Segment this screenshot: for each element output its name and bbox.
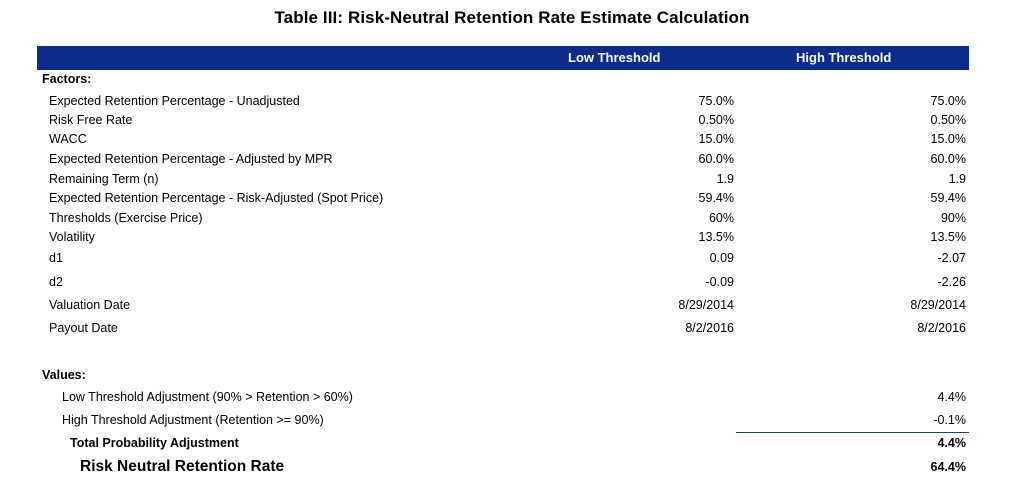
table-row: Expected Retention Percentage - Risk-Adj…	[0, 191, 1024, 209]
low-threshold-value: 8/29/2014	[678, 298, 734, 312]
low-threshold-value: 13.5%	[698, 230, 734, 244]
high-threshold-value: 60.0%	[930, 152, 966, 166]
low-threshold-value: 8/2/2016	[685, 321, 734, 335]
table-row: WACC 15.0% 15.0%	[0, 132, 1024, 150]
table-row: Volatility 13.5% 13.5%	[0, 230, 1024, 248]
factor-label: WACC	[49, 132, 87, 146]
high-threshold-value: 59.4%	[930, 191, 966, 205]
value-amount: 4.4%	[937, 390, 967, 404]
total-label: Total Probability Adjustment	[70, 436, 239, 450]
total-row: Total Probability Adjustment 4.4%	[0, 436, 1024, 454]
factor-label: Expected Retention Percentage - Unadjust…	[49, 94, 300, 108]
high-threshold-value: 15.0%	[930, 132, 966, 146]
column-header-high-threshold: High Threshold	[796, 50, 892, 65]
table-row: d2 -0.09 -2.26	[0, 275, 1024, 293]
factor-label: Volatility	[49, 230, 95, 244]
factors-heading: Factors:	[42, 72, 92, 86]
table-row: Risk Free Rate 0.50% 0.50%	[0, 113, 1024, 131]
high-threshold-value: -2.26	[937, 275, 967, 289]
low-threshold-value: 60.0%	[698, 152, 734, 166]
factor-label: Risk Free Rate	[49, 113, 133, 127]
sum-divider	[736, 432, 969, 433]
table-row: Remaining Term (n) 1.9 1.9	[0, 172, 1024, 190]
low-threshold-value: 15.0%	[698, 132, 734, 146]
table-row: High Threshold Adjustment (Retention >= …	[0, 413, 1024, 431]
factor-label: Expected Retention Percentage - Adjusted…	[49, 152, 333, 166]
table-row: Payout Date 8/2/2016 8/2/2016	[0, 321, 1024, 339]
table-title: Table III: Risk-Neutral Retention Rate E…	[274, 8, 750, 27]
high-threshold-value: 0.50%	[930, 113, 966, 127]
table-row: Expected Retention Percentage - Adjusted…	[0, 152, 1024, 170]
table-row: Low Threshold Adjustment (90% > Retentio…	[0, 390, 1024, 408]
factor-label: d2	[49, 275, 63, 289]
final-value: 64.4%	[930, 460, 966, 474]
factor-label: Expected Retention Percentage - Risk-Adj…	[49, 191, 384, 205]
factor-label: Valuation Date	[49, 298, 131, 312]
low-threshold-value: 75.0%	[698, 94, 734, 108]
factor-label: d1	[49, 251, 63, 265]
low-threshold-value: 1.9	[716, 172, 734, 186]
low-threshold-value: 60%	[708, 211, 734, 225]
value-label: Low Threshold Adjustment (90% > Retentio…	[62, 390, 353, 404]
low-threshold-value: -0.09	[705, 275, 735, 289]
factor-label: Payout Date	[49, 321, 118, 335]
table-row: Thresholds (Exercise Price) 60% 90%	[0, 211, 1024, 229]
table-row: Valuation Date 8/29/2014 8/29/2014	[0, 298, 1024, 316]
table-row: d1 0.09 -2.07	[0, 251, 1024, 269]
low-threshold-value: 0.09	[709, 251, 734, 265]
high-threshold-value: 90%	[940, 211, 966, 225]
low-threshold-value: 0.50%	[698, 113, 734, 127]
high-threshold-value: 1.9	[948, 172, 966, 186]
high-threshold-value: 13.5%	[930, 230, 966, 244]
high-threshold-value: -2.07	[937, 251, 967, 265]
high-threshold-value: 8/2/2016	[917, 321, 966, 335]
column-header-bar	[37, 46, 969, 70]
high-threshold-value: 8/29/2014	[910, 298, 966, 312]
final-label: Risk Neutral Retention Rate	[80, 458, 285, 475]
high-threshold-value: 75.0%	[930, 94, 966, 108]
factor-label: Remaining Term (n)	[49, 172, 159, 186]
value-amount: -0.1%	[933, 413, 966, 427]
total-value: 4.4%	[937, 436, 967, 450]
column-header-low-threshold: Low Threshold	[568, 50, 661, 65]
table-row: Expected Retention Percentage - Unadjust…	[0, 94, 1024, 112]
value-label: High Threshold Adjustment (Retention >= …	[62, 413, 324, 427]
values-heading: Values:	[42, 368, 86, 382]
factor-label: Thresholds (Exercise Price)	[49, 211, 203, 225]
low-threshold-value: 59.4%	[698, 191, 734, 205]
final-row: Risk Neutral Retention Rate 64.4%	[0, 458, 1024, 480]
